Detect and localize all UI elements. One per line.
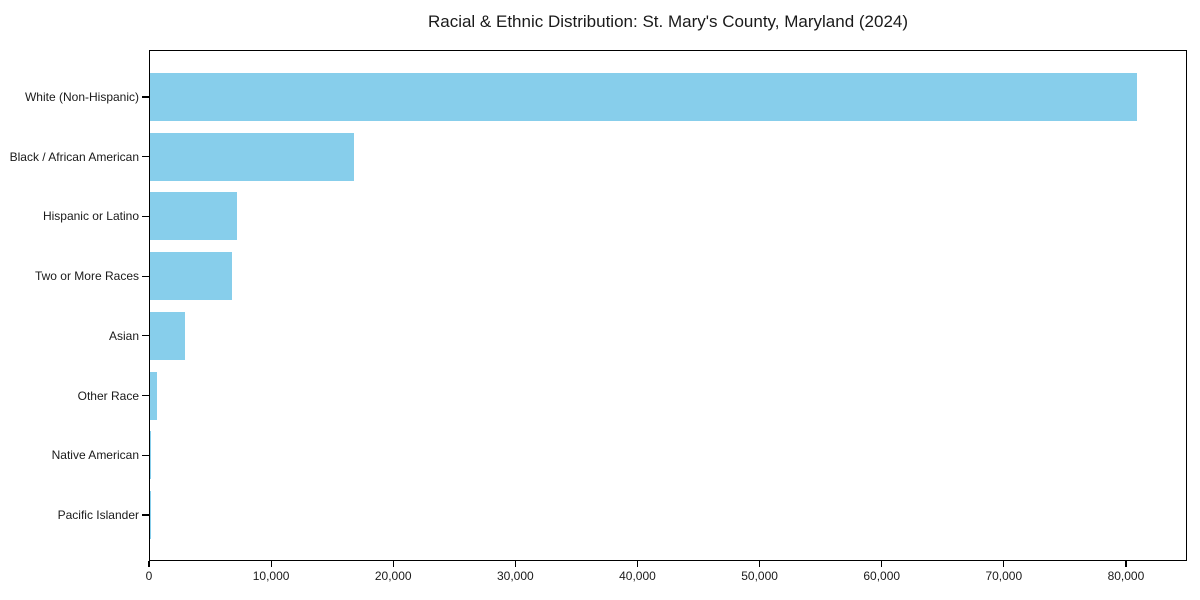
bar [150,132,354,181]
bar [150,192,237,241]
x-axis-tick [392,561,394,567]
x-axis-label: 10,000 [252,569,290,583]
y-axis-label: Asian [108,328,139,343]
y-axis-label: Hispanic or Latino [42,209,139,224]
bar [150,371,158,420]
y-axis-tick [142,514,149,516]
x-axis-label: 60,000 [863,569,901,583]
bar [150,252,232,301]
y-axis-label: Two or More Races [34,269,139,284]
y-axis-label: Other Race [77,388,139,403]
y-axis-label: Pacific Islander [57,507,139,522]
y-axis-label: Black / African American [9,149,139,164]
y-axis-label: Native American [51,448,139,463]
x-axis-label: 70,000 [985,569,1023,583]
x-axis-label: 30,000 [496,569,534,583]
y-axis-tick [142,215,149,217]
bar [150,73,1137,121]
x-axis-tick [270,561,272,567]
y-axis-tick [142,275,149,277]
y-axis-label: White (Non-Hispanic) [24,90,139,104]
x-axis-tick [636,561,639,567]
bar [150,431,152,480]
x-axis-label: 40,000 [619,569,656,583]
plot-area [149,50,1187,561]
y-axis-tick [142,156,149,158]
bar [150,490,151,539]
y-axis-tick [142,454,149,456]
x-axis-tick [148,561,150,567]
x-axis-tick [514,561,516,567]
x-axis-label: 50,000 [741,569,778,583]
y-axis-tick [142,335,149,337]
x-axis-tick [758,561,761,567]
x-axis-tick [881,561,883,567]
x-axis-label: 0 [145,569,153,583]
bar [150,311,186,360]
x-axis-label: 20,000 [374,569,412,583]
chart-title: Racial & Ethnic Distribution: St. Mary's… [427,12,909,31]
x-axis-tick [1003,561,1005,567]
x-axis-label: 80,000 [1107,569,1145,583]
x-axis-tick [1125,561,1127,567]
y-axis-tick [142,96,149,98]
y-axis-tick [142,394,149,397]
